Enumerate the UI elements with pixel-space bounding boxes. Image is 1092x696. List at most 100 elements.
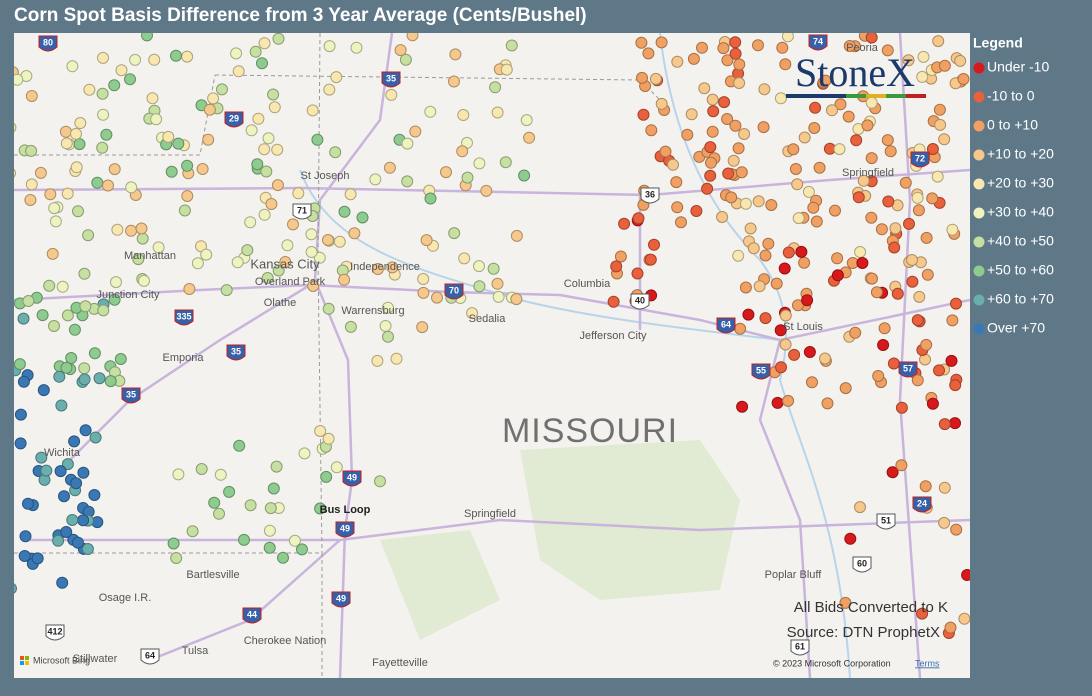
bid-dot [671,201,684,214]
bid-dot [957,73,970,85]
bid-dot [716,211,729,223]
legend-swatch [973,62,985,74]
terms-link[interactable]: Terms [915,658,940,668]
bid-dot [401,175,414,188]
bid-dot [213,507,225,520]
route-number: 61 [795,641,805,651]
bid-dot [267,482,280,495]
bid-dot [230,47,243,60]
bid-dot [307,280,320,292]
bid-dot [607,295,620,308]
bid-dot [833,143,846,156]
place-label: Olathe [264,297,296,309]
bid-dot [78,373,91,386]
bid-dot [807,201,820,214]
route-shield [910,151,930,168]
legend-label: +60 to +70 [987,291,1054,307]
bid-dot [938,481,951,494]
bid-dot [707,105,720,118]
bid-dot [91,176,104,189]
bid-dot [491,277,504,290]
bid-dot [244,216,257,229]
bid-dot [390,352,403,365]
bid-dot [172,137,185,150]
route-shield [45,624,65,641]
bid-dot [200,248,213,261]
bid-dot [492,290,505,303]
bid-dot [456,145,469,158]
legend-label: +10 to +20 [987,146,1054,162]
route-number: 51 [881,515,891,525]
bid-dot [272,264,285,277]
bid-dot [809,101,822,114]
bid-dot [510,293,523,306]
bid-dot [765,199,778,211]
bid-dot [292,187,305,200]
route-number: 57 [903,363,913,373]
bid-dot [313,251,326,264]
bid-dot [306,104,319,117]
place-label: Fayetteville [372,657,428,669]
title: Corn Spot Basis Difference from 3 Year A… [14,5,587,26]
place-label: Springfield [842,167,894,179]
copyright: © 2023 Microsoft Corporation [773,658,891,668]
bid-dot [270,460,283,473]
place-label: Manhattan [124,250,176,262]
bid-dot [911,314,924,327]
route-shield [174,309,194,326]
bid-dot [681,128,694,141]
bid-dot [167,537,180,550]
bid-dot [125,224,138,237]
bid-dot [884,145,897,158]
bid-dot [843,40,856,52]
bid-dot [701,182,714,195]
bid-dot [865,33,878,44]
place-label: Stillwater [73,653,118,665]
bid-dot [655,36,668,49]
bid-dot [505,39,518,52]
bid-dot [108,163,121,176]
bid-dot [311,133,324,146]
bid-dot [25,144,38,157]
bid-dot [14,437,27,450]
bid-dot [872,370,885,382]
bid-dot [202,133,215,146]
bid-dot [770,277,783,290]
bid-dot [888,241,901,254]
bid-dot [461,171,474,184]
bid-dot [813,161,826,174]
bid-dot [729,47,742,60]
bid-dot [208,496,221,509]
bid-dot [933,364,945,377]
bid-dot [917,50,930,63]
legend-label: -10 to 0 [987,88,1035,104]
bid-dot [877,339,890,351]
legend-label: +40 to +50 [987,233,1054,249]
bid-dot [739,281,752,294]
bid-dot [314,425,327,437]
route-shield [292,203,312,220]
bid-dot [852,191,865,204]
place-label: Peoria [846,42,879,54]
bid-dot [195,463,208,475]
bid-dot [17,312,30,325]
bid-dot [186,525,199,538]
bid-dot [757,121,770,134]
bid-dot [448,227,461,240]
bid-dot [902,54,915,67]
bid-dot [854,246,867,258]
bid-dot [97,304,110,317]
bid-dot [305,228,318,241]
bid-dot [759,249,772,262]
legend-swatch [973,236,985,248]
legend-swatch [973,91,985,103]
bid-dot [499,156,512,169]
bid-dot [138,274,150,287]
legend-label: Over +70 [987,320,1045,336]
bid-dot [264,502,277,515]
bid-dot [265,198,278,210]
bid-dot [774,324,787,337]
map: Manhattan Junction City Kansas City Overlan… [14,33,970,678]
bid-dot [61,187,74,200]
bid-dot [262,132,275,145]
